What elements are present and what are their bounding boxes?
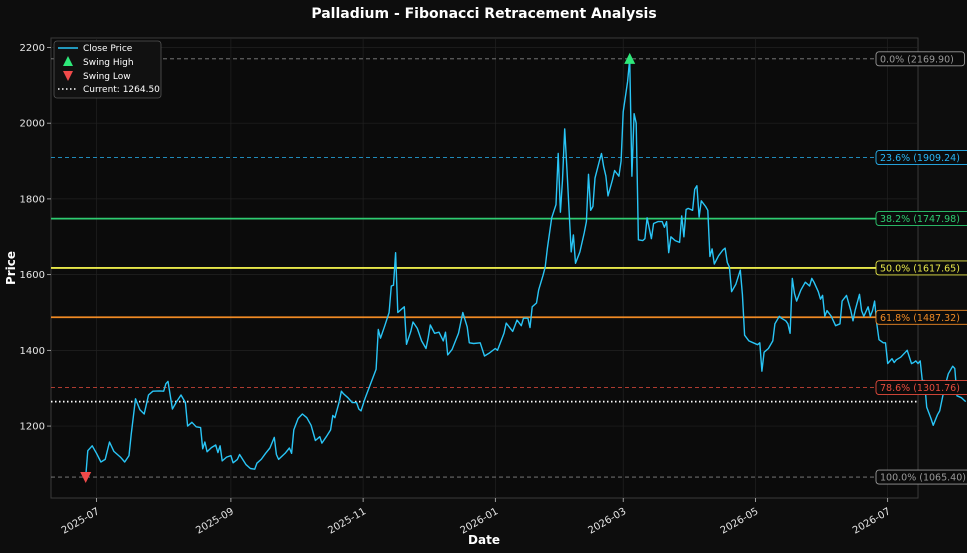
fib-level-label: 100.0% (1065.40) (880, 473, 966, 484)
fib-level-labels: 0.0% (2169.90) 23.6% (1909.24) 38.2% (1747… (875, 51, 967, 485)
fib-level-label-box (875, 150, 967, 165)
legend-current-label: Current: 1264.50 (83, 85, 160, 95)
y-tick-label: 1200 (20, 422, 45, 433)
fib-level-label: 0.0% (2169.90) (880, 54, 954, 65)
x-tick-label: 2025-09 (194, 506, 236, 536)
fib-level-label-box (875, 211, 967, 227)
legend-swing-low-label: Swing Low (83, 72, 131, 82)
fib-level-label: 50.0% (1617.65) (880, 263, 960, 274)
legend-swing-high-icon (63, 56, 73, 66)
close-price-line (85, 58, 967, 477)
chart-title: Palladium - Fibonacci Retracement Analys… (311, 6, 656, 22)
fib-level-label: 78.6% (1301.76) (880, 383, 960, 394)
y-tick-label: 1400 (20, 346, 45, 357)
swing-low-marker (80, 472, 92, 484)
fib-level-label: 23.6% (1909.24) (880, 153, 960, 164)
fib-level-label-box (875, 309, 967, 325)
legend-box (53, 40, 162, 99)
y-tick-label: 2000 (20, 119, 45, 130)
markers (80, 52, 636, 484)
fib-level-label-box (875, 260, 967, 276)
x-tick-label: 2026-01 (459, 506, 501, 536)
y-axis-label: Price (4, 251, 18, 285)
y-tick-label: 1800 (20, 194, 45, 205)
legend: Close Price Swing High Swing Low Current… (53, 40, 162, 99)
x-axis-label: Date (468, 533, 500, 547)
y-tick-label: 2200 (20, 43, 45, 54)
fib-level-label-box (875, 51, 965, 67)
x-tick-label: 2025-07 (60, 506, 102, 536)
x-tick-label: 2026-07 (851, 506, 893, 536)
x-axis: 2025-07 2025-09 2025-11 2026-01 2026-03 2026-… (60, 498, 893, 537)
fib-level-label-box (875, 380, 967, 395)
legend-swing-high-label: Swing High (83, 58, 134, 68)
x-tick-label: 2025-11 (326, 506, 368, 536)
fib-level-label: 61.8% (1487.32) (880, 313, 960, 324)
fib-level-label-box (875, 469, 967, 485)
y-axis: 1200 1400 1600 1800 2000 2200 (20, 43, 51, 433)
y-tick-label: 1600 (20, 270, 45, 281)
x-tick-label: 2026-03 (587, 506, 629, 536)
legend-swing-low-icon (63, 71, 73, 81)
fib-level-label: 38.2% (1747.98) (880, 214, 960, 225)
legend-close-price-label: Close Price (83, 44, 133, 54)
series-layer (85, 58, 967, 477)
x-tick-label: 2026-05 (719, 506, 761, 536)
swing-high-marker (624, 52, 636, 64)
fib-levels (51, 58, 918, 478)
